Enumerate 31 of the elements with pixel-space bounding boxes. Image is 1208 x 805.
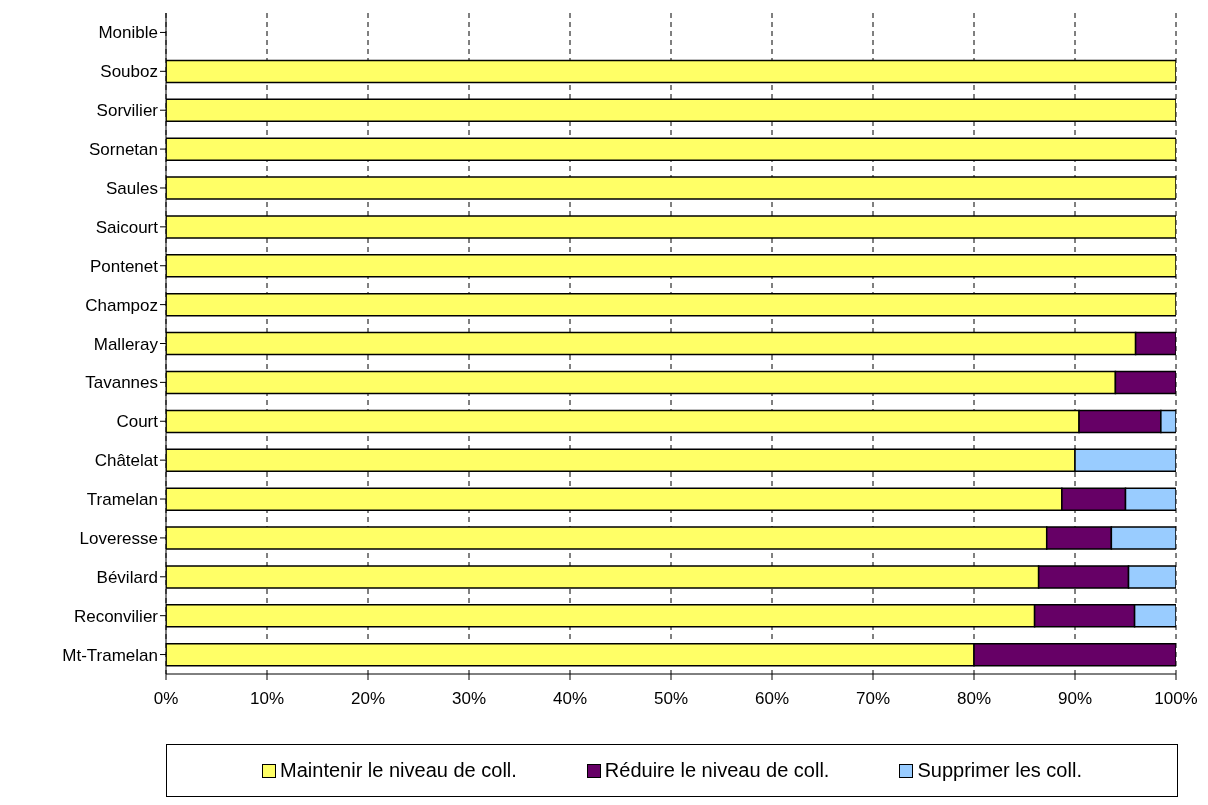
y-tick-label: Loveresse [79, 528, 158, 548]
x-tick-label: 50% [653, 689, 689, 709]
x-tick-label: 10% [249, 689, 285, 709]
x-tick-label: 100% [1154, 689, 1198, 709]
y-tick-label: Mt-Tramelan [62, 645, 158, 665]
legend-label: Maintenir le niveau de coll. [280, 759, 517, 782]
x-tick-label: 80% [956, 689, 992, 709]
y-tick-label: Champoz [85, 295, 158, 315]
y-tick-label: Monible [98, 23, 158, 43]
y-tick-label: Reconvilier [73, 606, 159, 626]
y-tick-label: Saicourt [95, 217, 159, 237]
y-tick-label: Saules [106, 179, 158, 199]
legend-label: Réduire le niveau de coll. [604, 759, 830, 782]
x-tick-label: 40% [552, 689, 588, 709]
y-tick-label: Souboz [100, 62, 158, 82]
y-tick-label: Malleray [93, 334, 159, 354]
y-tick-label: Pontenet [89, 256, 159, 276]
x-tick-label: 90% [1057, 689, 1093, 709]
x-tick-label: 20% [350, 689, 386, 709]
y-tick-label: Sornetan [89, 140, 158, 160]
y-tick-label: Châtelat [94, 451, 159, 471]
y-tick-label: Court [116, 412, 159, 432]
y-tick-label: Tavannes [85, 373, 158, 393]
legend-label: Supprimer les coll. [917, 759, 1082, 782]
x-tick-label: 30% [451, 689, 487, 709]
x-tick-label: 0% [153, 689, 179, 709]
y-tick-label: Sorvilier [96, 101, 159, 121]
x-tick-label: 70% [855, 689, 891, 709]
x-tick-label: 60% [754, 689, 790, 709]
y-tick-label: Bévilard [96, 567, 158, 587]
y-tick-label: Tramelan [86, 490, 158, 510]
